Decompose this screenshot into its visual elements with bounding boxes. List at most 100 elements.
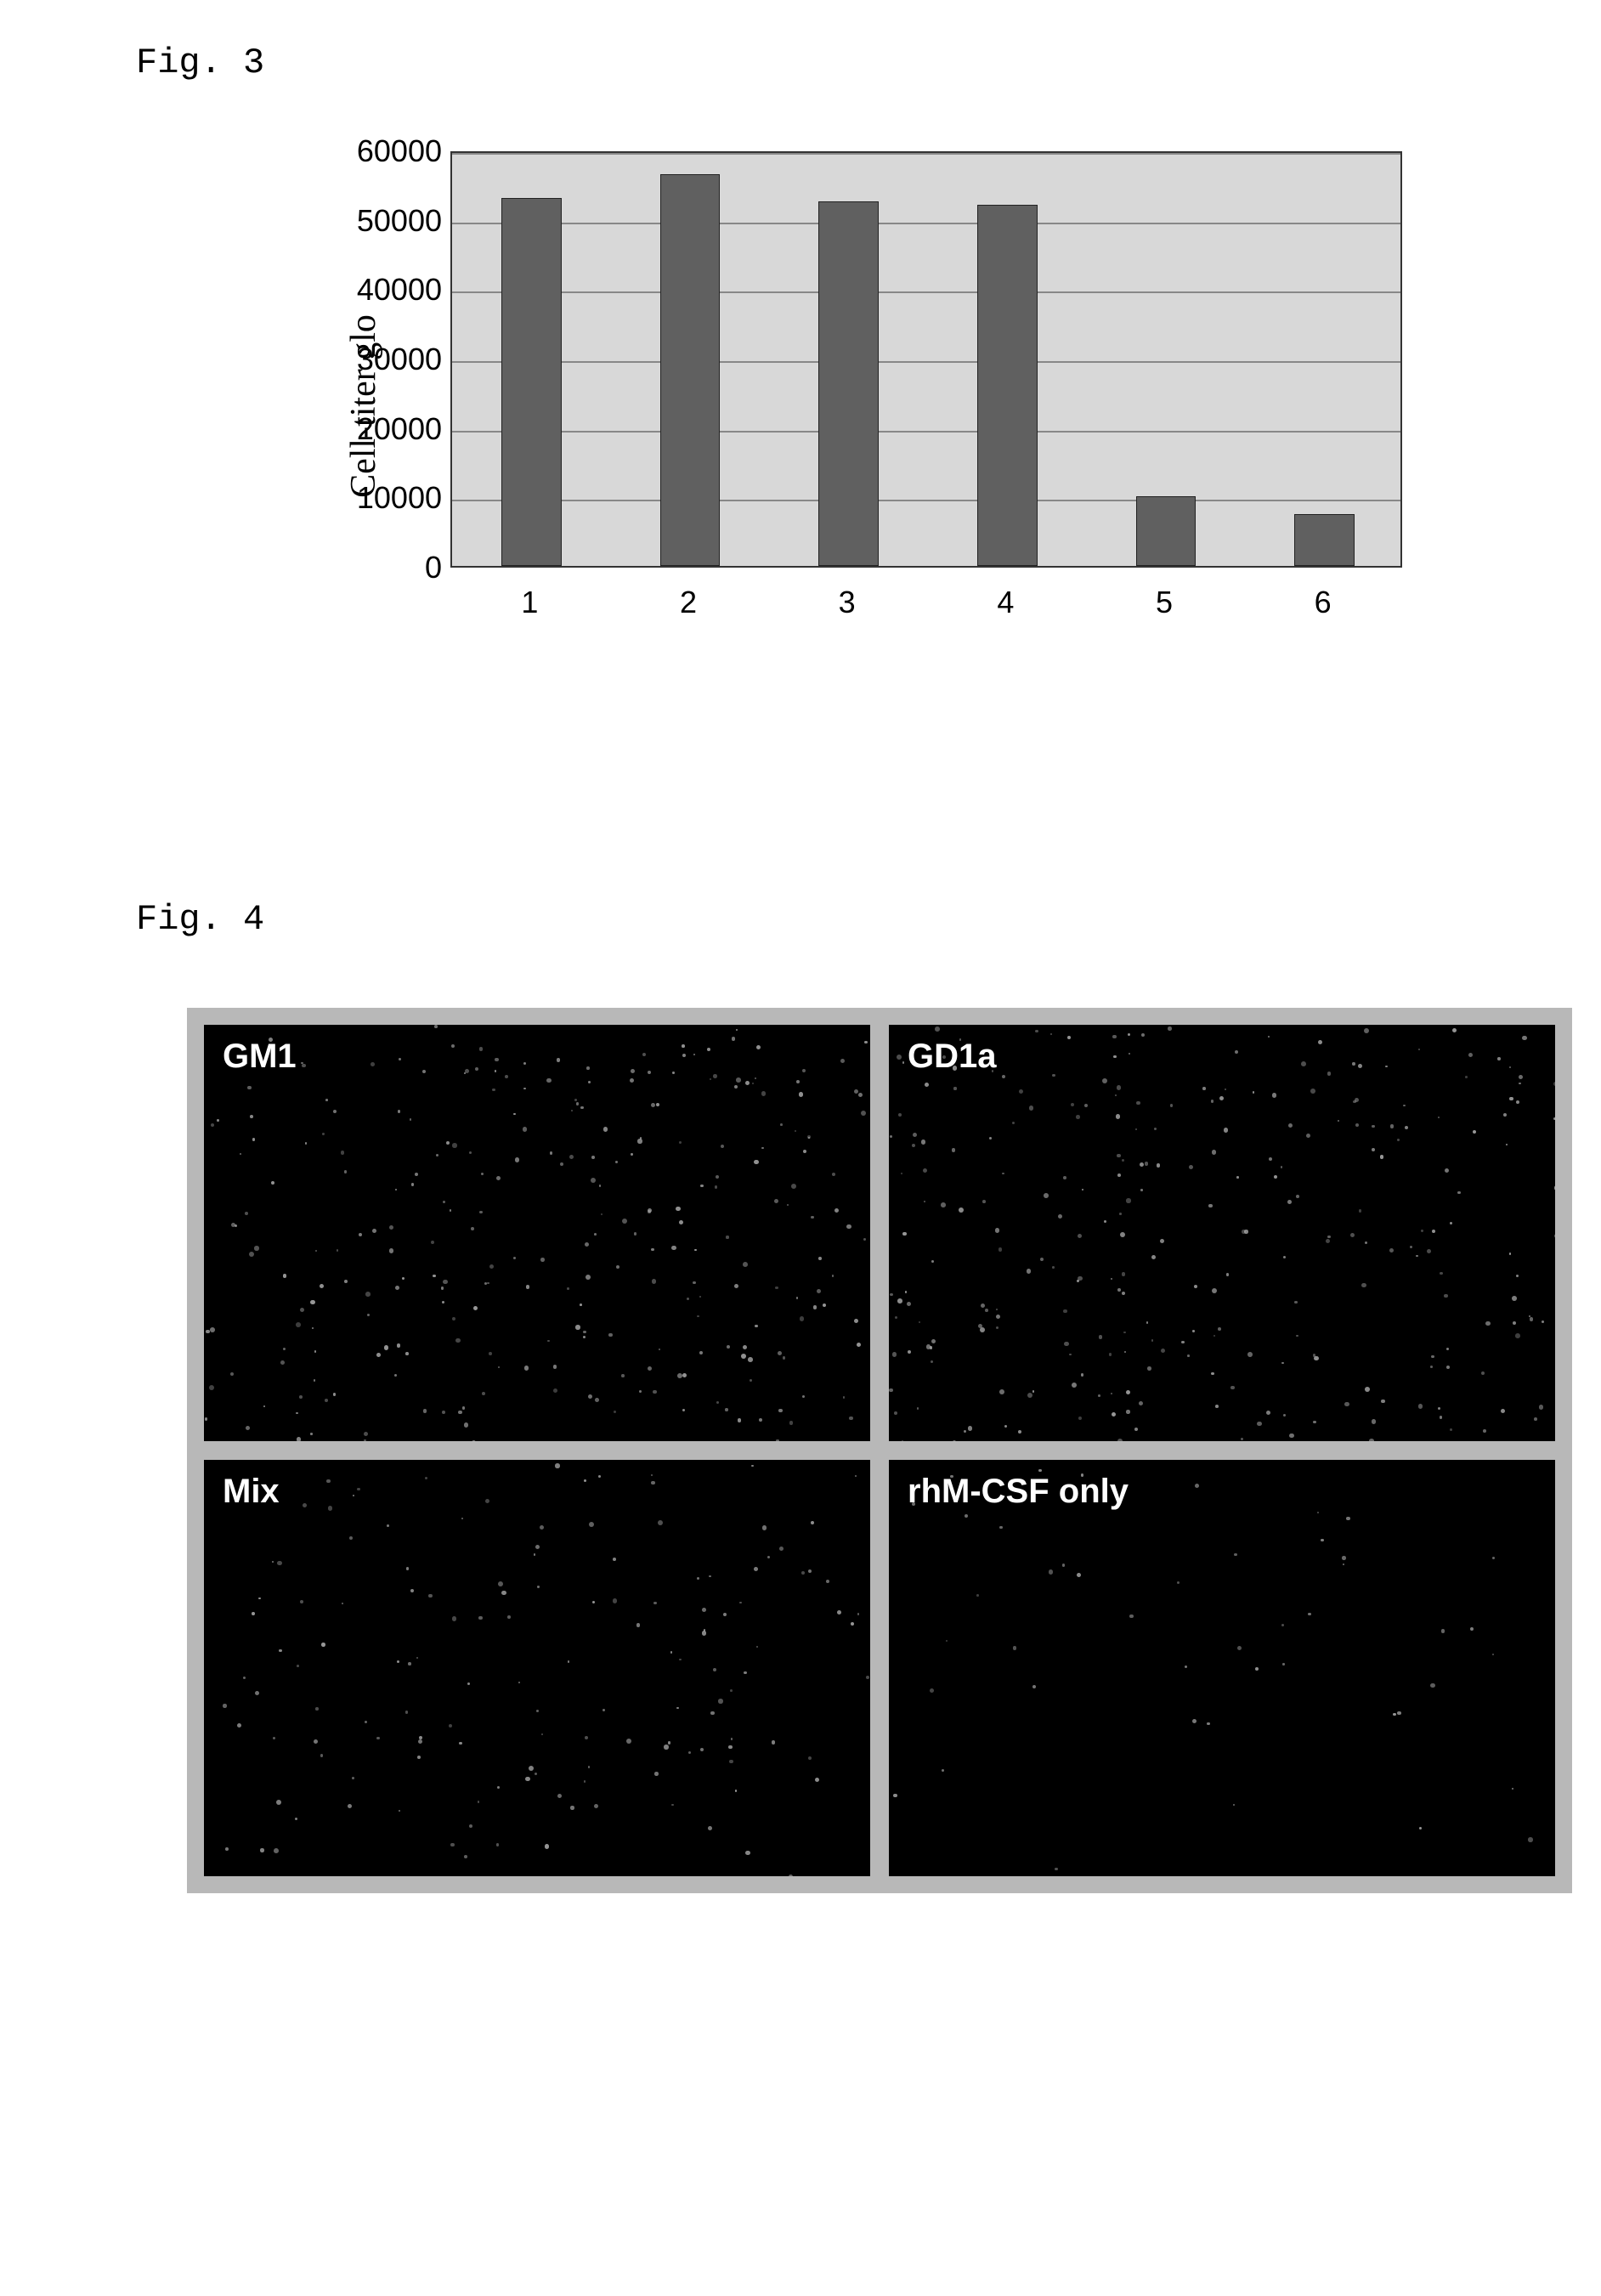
cell-speck (775, 1287, 778, 1289)
cell-speck (854, 1319, 858, 1323)
figure-4-label: Fig. 4 (136, 899, 1499, 940)
cell-speck (1440, 1272, 1442, 1275)
cell-speck (557, 1058, 560, 1061)
cell-speck (1344, 1402, 1349, 1406)
cell-speck (682, 1373, 687, 1377)
microscopy-panel: GM1 (204, 1025, 870, 1441)
y-tick-label: 50000 (348, 203, 442, 239)
cell-speck (1063, 1309, 1067, 1314)
cell-speck (541, 1733, 544, 1736)
cell-speck (985, 1309, 988, 1312)
cell-speck (1078, 1417, 1082, 1420)
cell-speck (1503, 1113, 1507, 1117)
cell-speck (651, 1103, 655, 1107)
cell-speck (693, 1054, 695, 1055)
cell-speck (1140, 1162, 1144, 1167)
cell-speck (540, 1258, 545, 1262)
cell-speck (622, 1219, 627, 1224)
cell-speck (931, 1260, 934, 1263)
cell-speck (1112, 1035, 1116, 1038)
cell-speck (498, 1366, 500, 1368)
x-tick-label: 3 (839, 585, 856, 620)
cell-speck (571, 1110, 573, 1111)
cell-speck (999, 1247, 1003, 1252)
cell-speck (1257, 1422, 1261, 1426)
cell-speck (1501, 1409, 1505, 1413)
cell-speck (1189, 1165, 1193, 1169)
cell-speck (953, 1440, 956, 1441)
cell-speck (464, 1855, 467, 1858)
cell-speck (1116, 1114, 1121, 1119)
cell-speck (908, 1350, 911, 1354)
cell-speck (472, 1440, 476, 1441)
cell-speck (357, 1488, 359, 1490)
cell-speck (462, 1406, 465, 1409)
cell-speck (716, 1175, 719, 1179)
cell-speck (372, 1229, 376, 1233)
cell-speck (535, 1545, 540, 1549)
cell-speck (1170, 1104, 1174, 1107)
cell-speck (736, 1029, 738, 1031)
cell-speck (326, 1479, 330, 1483)
cell-speck (314, 1379, 316, 1382)
cell-speck (1160, 1239, 1164, 1243)
cell-speck (580, 1304, 582, 1306)
cell-speck (589, 1522, 594, 1527)
cell-speck (505, 1075, 508, 1078)
cell-speck (349, 1536, 353, 1540)
cell-speck (1124, 1351, 1126, 1353)
cell-speck (907, 1302, 911, 1306)
cell-speck (553, 1365, 557, 1368)
cell-speck (489, 1352, 492, 1355)
cell-speck (755, 1077, 756, 1079)
cell-speck (498, 1581, 503, 1586)
cell-speck (310, 1433, 312, 1434)
cell-speck (1405, 1126, 1408, 1129)
cell-speck (258, 1598, 260, 1599)
cell-speck (479, 1047, 483, 1050)
cell-speck (1497, 1057, 1501, 1060)
cell-speck (399, 1810, 400, 1812)
cell-speck (225, 1847, 229, 1851)
microscopy-panel-label: GM1 (223, 1038, 297, 1076)
cell-speck (1416, 1255, 1417, 1257)
cell-speck (1128, 1033, 1130, 1036)
cell-speck (471, 1227, 474, 1230)
cell-speck (255, 1691, 259, 1695)
cell-speck (1247, 1352, 1253, 1357)
cell-speck (890, 1135, 893, 1139)
cell-speck (446, 1141, 450, 1145)
cell-speck (921, 1140, 926, 1145)
cell-speck (823, 1304, 826, 1307)
cell-speck (728, 1745, 733, 1750)
cell-speck (634, 1232, 637, 1236)
cell-speck (469, 1151, 472, 1154)
cell-speck (1071, 1103, 1074, 1106)
cell-speck (352, 1777, 354, 1779)
cell-speck (300, 1600, 303, 1603)
cell-speck (1040, 1258, 1044, 1261)
cell-speck (478, 1801, 479, 1802)
cell-speck (297, 1437, 302, 1441)
cell-speck (901, 1173, 902, 1174)
cell-speck (791, 1184, 796, 1189)
cell-speck (325, 1399, 328, 1402)
cell-speck (761, 1147, 764, 1150)
cell-speck (631, 1069, 635, 1073)
cell-speck (1129, 1053, 1130, 1055)
cell-speck (1283, 1414, 1286, 1417)
cell-speck (384, 1345, 388, 1349)
cell-speck (772, 1740, 775, 1744)
cell-speck (767, 1556, 770, 1558)
cell-speck (205, 1417, 208, 1421)
cell-speck (459, 1742, 461, 1745)
cell-speck (1554, 1234, 1555, 1238)
cell-speck (1119, 1213, 1122, 1215)
cell-speck (365, 1292, 371, 1297)
cell-speck (1078, 1234, 1082, 1238)
cell-speck (1032, 1685, 1036, 1688)
cell-speck (930, 1688, 934, 1693)
cell-speck (1353, 1100, 1356, 1104)
cell-speck (513, 1113, 516, 1116)
cell-speck (854, 1089, 858, 1094)
